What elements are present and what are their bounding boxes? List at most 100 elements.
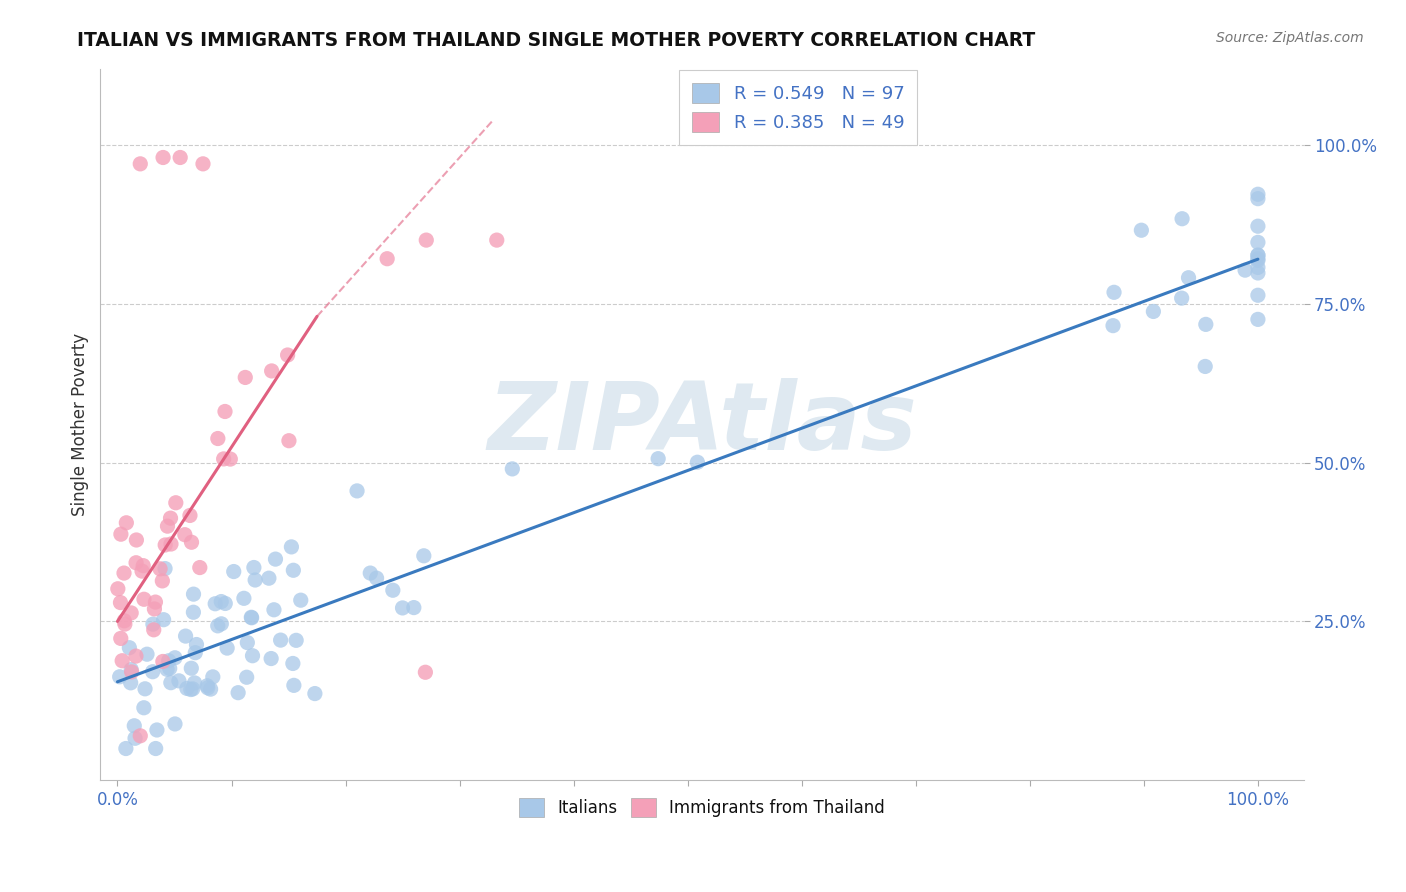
Point	[156, 662, 179, 676]
Point	[145, 595, 167, 609]
Point	[124, 731, 146, 746]
Point	[111, 654, 134, 668]
Point	[112, 614, 135, 628]
Point	[212, 451, 235, 466]
Point	[134, 681, 156, 696]
Point	[163, 717, 186, 731]
Point	[115, 741, 138, 756]
Point	[121, 665, 143, 679]
Point	[125, 649, 148, 664]
Point	[1247, 219, 1270, 234]
Point	[114, 617, 136, 632]
Point	[145, 741, 167, 756]
Point	[174, 629, 197, 643]
Point	[142, 665, 165, 679]
Point	[1247, 192, 1270, 206]
Point	[142, 623, 165, 637]
Point	[163, 650, 186, 665]
Point	[281, 657, 304, 671]
Point	[260, 364, 283, 378]
Point	[153, 561, 176, 575]
Point	[179, 508, 201, 523]
Point	[110, 596, 132, 610]
Text: Source: ZipAtlas.com: Source: ZipAtlas.com	[1216, 31, 1364, 45]
Point	[415, 665, 437, 680]
Point	[1194, 359, 1216, 374]
Point	[191, 157, 214, 171]
Point	[304, 687, 326, 701]
Point	[143, 602, 166, 616]
Point	[214, 597, 236, 611]
Point	[346, 483, 368, 498]
Point	[209, 616, 232, 631]
Point	[197, 681, 219, 695]
Point	[132, 592, 155, 607]
Point	[110, 527, 132, 541]
Point	[186, 638, 208, 652]
Point	[183, 605, 205, 619]
Point	[118, 640, 141, 655]
Point	[1247, 187, 1270, 202]
Point	[1247, 248, 1270, 262]
Point	[277, 348, 299, 362]
Point	[240, 611, 263, 625]
Point	[485, 233, 508, 247]
Point	[412, 549, 434, 563]
Point	[214, 404, 236, 418]
Point	[686, 455, 709, 469]
Point	[110, 632, 132, 646]
Point	[280, 540, 302, 554]
Point	[263, 603, 285, 617]
Point	[217, 641, 239, 656]
Legend: Italians, Immigrants from Thailand: Italians, Immigrants from Thailand	[510, 790, 893, 825]
Text: ITALIAN VS IMMIGRANTS FROM THAILAND SINGLE MOTHER POVERTY CORRELATION CHART: ITALIAN VS IMMIGRANTS FROM THAILAND SING…	[77, 31, 1036, 50]
Point	[115, 516, 138, 530]
Point	[1102, 285, 1125, 300]
Point	[200, 682, 222, 697]
Point	[125, 556, 148, 570]
Point	[1247, 266, 1270, 280]
Point	[1247, 252, 1270, 266]
Point	[153, 538, 176, 552]
Point	[1171, 211, 1194, 226]
Point	[167, 673, 190, 688]
Point	[219, 452, 242, 467]
Point	[159, 661, 181, 675]
Point	[180, 661, 202, 675]
Point	[359, 566, 381, 580]
Point	[243, 560, 266, 574]
Point	[180, 682, 202, 697]
Point	[181, 681, 204, 696]
Point	[415, 233, 437, 247]
Point	[160, 675, 183, 690]
Point	[226, 686, 249, 700]
Point	[160, 537, 183, 551]
Point	[277, 434, 299, 448]
Point	[1247, 260, 1270, 275]
Point	[233, 370, 256, 384]
Point	[283, 678, 305, 692]
Point	[257, 571, 280, 585]
Point	[1247, 253, 1270, 268]
Point	[647, 451, 669, 466]
Point	[285, 633, 308, 648]
Point	[235, 670, 257, 684]
Point	[188, 560, 211, 574]
Point	[120, 663, 142, 677]
Point	[1247, 248, 1270, 262]
Point	[150, 574, 173, 588]
Point	[159, 511, 181, 525]
Point	[1234, 263, 1257, 277]
Point	[1170, 291, 1192, 305]
Point	[146, 723, 169, 737]
Point	[173, 527, 195, 541]
Point	[195, 679, 218, 693]
Point	[209, 594, 232, 608]
Point	[169, 151, 191, 165]
Point	[108, 670, 131, 684]
Point	[120, 606, 142, 620]
Point	[152, 613, 174, 627]
Point	[1247, 288, 1270, 302]
Y-axis label: Single Mother Poverty: Single Mother Poverty	[72, 333, 89, 516]
Point	[242, 648, 264, 663]
